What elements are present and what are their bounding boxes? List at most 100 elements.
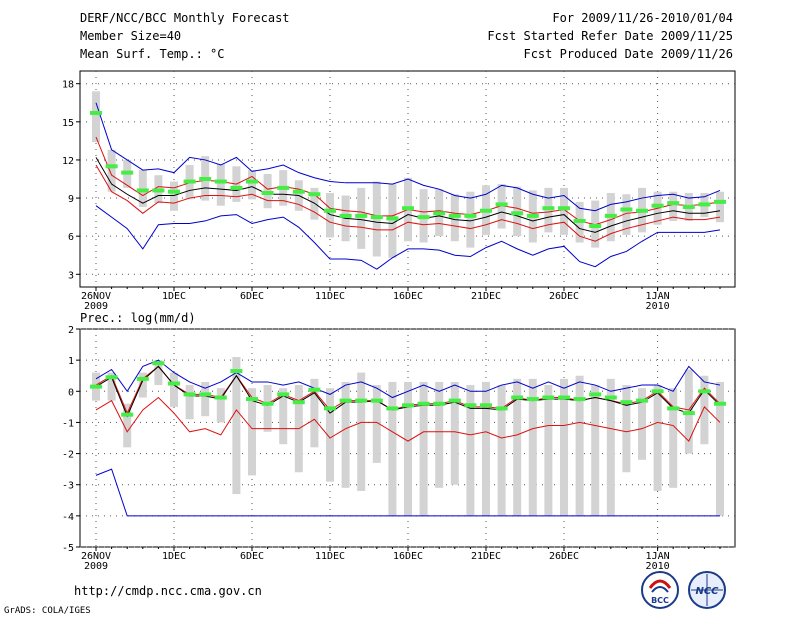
chart1-median-marker bbox=[246, 179, 258, 184]
chart2-spread-box bbox=[341, 381, 350, 488]
chart2-spread-box bbox=[716, 381, 724, 516]
chart2-spread-box bbox=[513, 378, 522, 516]
chart2-spread-box bbox=[450, 381, 459, 485]
chart2-median-marker bbox=[90, 384, 102, 389]
chart2-median-marker bbox=[214, 395, 227, 400]
chart1-median-marker bbox=[183, 179, 196, 184]
chart2-xtick-label: 16DEC bbox=[393, 551, 423, 562]
chart2-xtick-label: 21DEC bbox=[471, 551, 501, 562]
chart2-spread-box bbox=[638, 388, 646, 460]
chart1-spread-box bbox=[310, 187, 319, 220]
chart2-max-line bbox=[95, 359, 721, 399]
chart1-median-marker bbox=[573, 218, 586, 223]
chart1-median-marker bbox=[651, 203, 664, 208]
chart2-ytick-label: -4 bbox=[62, 512, 74, 523]
chart2-median-marker bbox=[542, 395, 555, 400]
chart1-median-marker bbox=[667, 201, 680, 206]
chart1-spread-box bbox=[248, 170, 256, 200]
chart2-xtick-label: 26DEC bbox=[549, 551, 579, 562]
chart1-median-marker bbox=[136, 188, 149, 193]
chart1-spread-box bbox=[669, 191, 678, 221]
ncc-logo-text: NCC bbox=[695, 586, 719, 597]
chart2-median-marker bbox=[589, 392, 602, 397]
chart1-median-marker bbox=[558, 206, 570, 211]
chart2-xtick-label: 1DEC bbox=[162, 551, 186, 562]
chart1-xtick-label: 16DEC bbox=[393, 291, 423, 302]
bcc-logo: BCC bbox=[641, 571, 679, 609]
chart1-median-marker bbox=[542, 206, 555, 211]
chart2-title: Prec.: log(mm/d) bbox=[80, 311, 196, 325]
chart2-spread-box bbox=[482, 381, 490, 516]
chart1-median-marker bbox=[464, 213, 477, 218]
chart2-spread-box bbox=[435, 381, 444, 488]
chart1-median-marker bbox=[604, 213, 617, 218]
chart2-median-marker bbox=[620, 400, 633, 405]
chart1-xtick-label: 1JAN bbox=[646, 291, 670, 302]
chart2-spread-box bbox=[560, 378, 568, 516]
chart2-median-marker bbox=[682, 411, 695, 416]
chart1-median-marker bbox=[230, 185, 243, 190]
chart2-spread-box bbox=[232, 357, 241, 495]
chart1-median-marker bbox=[417, 215, 430, 220]
forecast-start-date: Fcst Started Refer Date 2009/11/25 bbox=[487, 29, 733, 43]
chart1-xtick-year: 2010 bbox=[646, 301, 670, 312]
chart1-spread-box bbox=[622, 194, 631, 235]
chart2-lower-percentile-line bbox=[95, 396, 721, 442]
chart2-spread-box bbox=[310, 378, 319, 448]
chart1-max-line bbox=[95, 102, 721, 212]
chart1-median-marker bbox=[698, 202, 711, 207]
chart2-spread-box bbox=[216, 388, 225, 423]
chart1-median-marker bbox=[339, 213, 352, 218]
chart1-xtick-year: 2009 bbox=[84, 301, 108, 312]
chart1-ytick-label: 6 bbox=[68, 232, 74, 243]
chart1-ytick-label: 15 bbox=[62, 118, 74, 129]
chart2-median-marker bbox=[246, 397, 258, 402]
chart2-median-marker bbox=[480, 403, 492, 408]
chart2-ytick-label: -2 bbox=[62, 450, 74, 461]
chart1-median-marker bbox=[433, 211, 446, 216]
chart1-spread-box bbox=[560, 187, 568, 235]
chart2-median-marker bbox=[386, 406, 399, 411]
chart1-median-marker bbox=[90, 110, 102, 115]
forecast-produced-date: Fcst Produced Date 2009/11/26 bbox=[523, 47, 733, 61]
chart2-median-marker bbox=[714, 401, 726, 406]
chart1-median-marker bbox=[589, 224, 602, 229]
chart2-median-marker bbox=[370, 398, 383, 403]
chart2-spread-box bbox=[326, 388, 334, 482]
chart1-xtick-label: 21DEC bbox=[471, 291, 501, 302]
chart1-spread-box bbox=[466, 191, 475, 248]
chart2-spread-box bbox=[528, 378, 537, 516]
chart2-spread-box bbox=[372, 385, 381, 463]
chart2-spread-box bbox=[201, 381, 210, 417]
chart2-median-marker bbox=[152, 361, 165, 366]
chart1-median-marker bbox=[121, 170, 134, 175]
chart2-spread-box bbox=[606, 378, 615, 516]
chart2-xtick-label: 11DEC bbox=[315, 551, 345, 562]
chart2-spread-box bbox=[185, 385, 194, 420]
chart1-median-marker bbox=[261, 190, 274, 195]
chart1-spread-box bbox=[388, 184, 397, 258]
chart1-xtick-label: 11DEC bbox=[315, 291, 345, 302]
chart1-ytick-label: 12 bbox=[62, 156, 74, 167]
chart2-xtick-year: 2010 bbox=[646, 561, 670, 572]
chart2-spread-box bbox=[107, 372, 116, 401]
chart2-median-marker bbox=[511, 395, 524, 400]
chart1-median-marker bbox=[495, 202, 508, 207]
source-url[interactable]: http://cmdp.ncc.cma.gov.cn bbox=[74, 584, 262, 598]
chart1-median-marker bbox=[277, 185, 290, 190]
chart2-spread-box bbox=[544, 385, 553, 516]
member-size: Member Size=40 bbox=[80, 29, 182, 43]
chart2-median-marker bbox=[433, 401, 446, 406]
chart1-spread-box bbox=[170, 181, 178, 211]
chart1-mean-line bbox=[95, 157, 721, 233]
chart2-ytick-label: 2 bbox=[68, 325, 74, 336]
chart1-median-marker bbox=[152, 188, 165, 193]
chart2-spread-box bbox=[154, 360, 163, 386]
ncc-logo: NCC bbox=[688, 571, 726, 609]
chart2-median-marker bbox=[105, 375, 118, 380]
chart2-median-marker bbox=[277, 392, 290, 397]
chart1-ytick-label: 18 bbox=[62, 80, 74, 91]
chart2-spread-box bbox=[357, 372, 366, 491]
chart1-xtick-label: 26DEC bbox=[549, 291, 579, 302]
chart2-xtick-year: 2009 bbox=[84, 561, 108, 572]
